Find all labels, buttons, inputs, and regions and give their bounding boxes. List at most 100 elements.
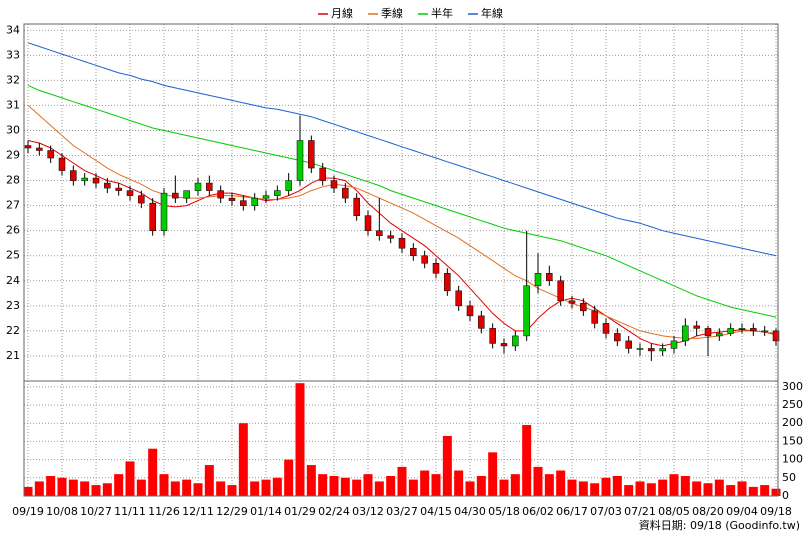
candle-body xyxy=(228,197,236,201)
volume-bar xyxy=(544,474,554,496)
x-tick-label: 03/12 xyxy=(352,505,384,518)
candle-body xyxy=(398,237,406,249)
volume-bar xyxy=(601,477,611,496)
candle-body xyxy=(568,300,576,304)
volume-bar xyxy=(250,481,260,496)
volume-bar xyxy=(454,470,464,496)
x-tick-label: 04/15 xyxy=(420,505,452,518)
x-tick-label: 07/03 xyxy=(590,505,622,518)
x-tick-label: 07/21 xyxy=(624,505,656,518)
x-tick-label: 04/30 xyxy=(454,505,486,518)
volume-bar xyxy=(284,459,294,496)
volume-bar xyxy=(102,483,112,496)
y-tick-label: 250 xyxy=(782,398,803,411)
legend-label: 季線 xyxy=(381,6,403,20)
candle-body xyxy=(478,315,485,329)
x-tick-label: 05/18 xyxy=(488,505,520,518)
volume-bar xyxy=(363,474,373,496)
candle-body xyxy=(70,170,77,181)
candle-body xyxy=(206,182,213,191)
volume-bar xyxy=(329,475,339,496)
volume-bar xyxy=(510,474,520,496)
candle-body xyxy=(285,180,292,191)
candle-body xyxy=(364,215,372,231)
candle-body xyxy=(602,323,610,334)
y-tick-label: 34 xyxy=(6,23,20,36)
volume-bar xyxy=(159,474,169,496)
y-tick-label: 28 xyxy=(6,174,20,187)
candle-body xyxy=(512,335,519,347)
candle-body xyxy=(421,255,428,264)
candle-body xyxy=(557,280,564,302)
ma-line xyxy=(27,105,777,339)
volume-bar xyxy=(680,475,690,496)
candle-body xyxy=(625,340,632,349)
candle-body xyxy=(693,325,700,329)
volume-bar xyxy=(352,479,362,496)
y-tick-label: 24 xyxy=(6,274,20,287)
volume-bar xyxy=(533,466,543,496)
x-tick-label: 11/26 xyxy=(148,505,180,518)
candle-body xyxy=(523,285,530,337)
candle-body xyxy=(659,348,666,352)
x-tick-label: 03/27 xyxy=(386,505,418,518)
candle-body xyxy=(738,328,746,330)
candle-body xyxy=(670,340,678,349)
volume-bar xyxy=(238,423,248,496)
volume-bar xyxy=(726,485,736,496)
y-tick-label: 32 xyxy=(6,73,20,86)
x-tick-label: 10/08 xyxy=(46,505,78,518)
x-tick-label: 06/17 xyxy=(556,505,588,518)
volume-bar xyxy=(612,475,622,496)
volume-bar xyxy=(80,481,90,496)
volume-bar xyxy=(136,479,146,496)
candle-body xyxy=(319,167,326,181)
legend-label: 半年 xyxy=(431,6,453,20)
plot-frame xyxy=(23,23,779,497)
candle-body xyxy=(149,202,156,231)
volume-bar xyxy=(646,483,656,496)
volume-bar xyxy=(420,470,430,496)
x-tick-label: 02/24 xyxy=(318,505,350,518)
y-tick-label: 50 xyxy=(782,471,796,484)
source-note: 資料日期: 09/18 (Goodinfo.tw) xyxy=(639,518,800,532)
candle-body xyxy=(330,180,338,189)
volume-bar xyxy=(193,483,203,496)
legend-label: 月線 xyxy=(331,6,353,20)
y-tick-label: 150 xyxy=(782,434,803,447)
volume-bar xyxy=(488,452,498,496)
x-tick-label: 09/19 xyxy=(12,505,44,518)
candle-body xyxy=(126,190,134,196)
x-tick-label: 09/18 xyxy=(760,505,792,518)
volume-bar xyxy=(261,479,271,496)
volume-bar xyxy=(760,485,770,496)
volume-bar xyxy=(216,481,226,496)
x-tick-label: 01/14 xyxy=(250,505,282,518)
volume-bar xyxy=(295,383,305,496)
x-tick-label: 11/11 xyxy=(114,505,146,518)
ma-line xyxy=(27,42,777,257)
y-tick-label: 27 xyxy=(6,199,20,212)
candle-body xyxy=(716,333,723,337)
volume-bar xyxy=(431,474,441,496)
candle-body xyxy=(262,195,270,199)
candle-body xyxy=(240,200,247,206)
volume-bar xyxy=(46,475,56,496)
candle-body xyxy=(444,273,451,292)
volume-bar xyxy=(567,479,577,496)
x-tick-label: 12/29 xyxy=(216,505,248,518)
y-tick-label: 31 xyxy=(6,98,20,111)
volume-bar xyxy=(272,477,282,496)
candle-body xyxy=(274,190,281,196)
volume-bar xyxy=(57,477,67,496)
candle-body xyxy=(466,305,474,317)
candle-body xyxy=(455,290,462,307)
y-tick-label: 0 xyxy=(782,489,789,502)
candle-body xyxy=(410,247,417,256)
y-tick-label: 33 xyxy=(6,48,20,61)
volume-bar xyxy=(397,466,407,496)
candle-body xyxy=(387,235,394,239)
candle-body xyxy=(376,230,383,236)
candle-body xyxy=(761,330,768,333)
